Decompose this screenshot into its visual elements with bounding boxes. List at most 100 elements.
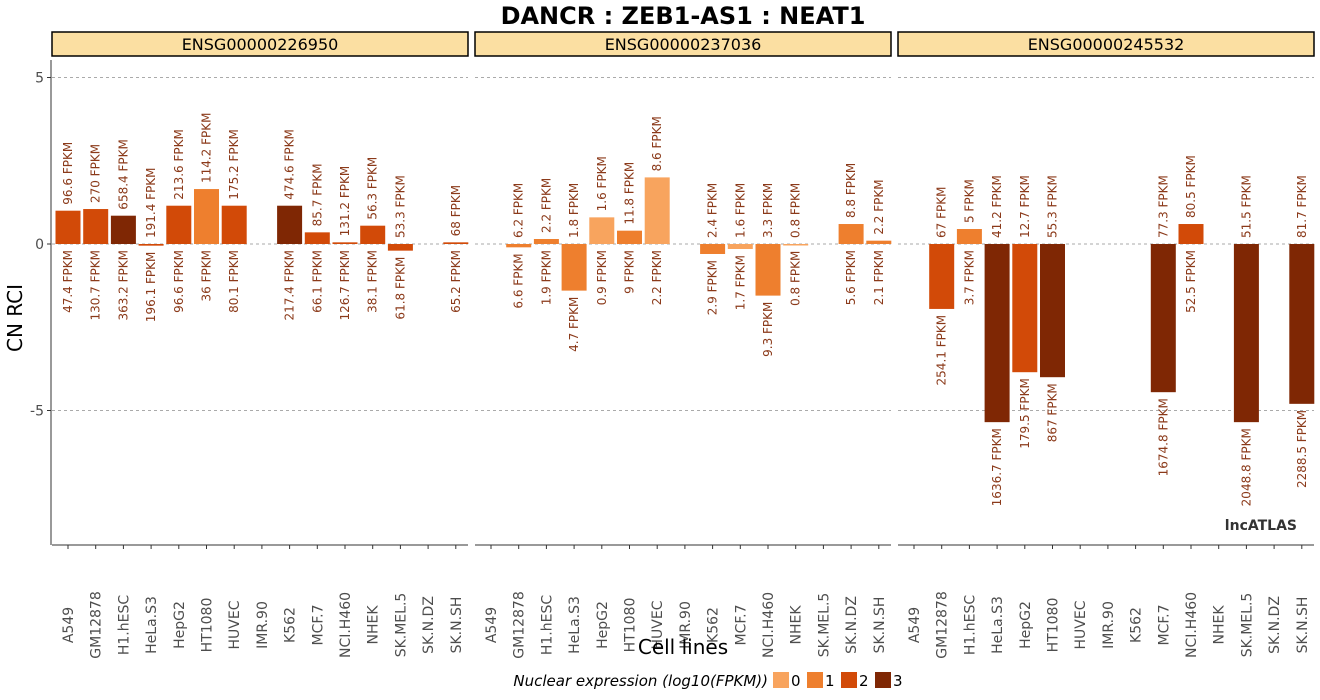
legend: Nuclear expression (log10(FPKM)) 0 1 2 3 [513, 672, 903, 690]
bar-NCI.H460 [332, 242, 358, 244]
bar-HeLa.S3 [561, 244, 587, 291]
cyto-label: 114.2 FPKM [200, 113, 214, 184]
bar-SK.MEL.5 [1233, 244, 1259, 423]
nuc-label: 52.5 FPKM [1184, 250, 1198, 313]
bar-SK.N.SH [866, 240, 892, 244]
nuc-label: 96.6 FPKM [172, 250, 186, 313]
panel-strip [897, 31, 1315, 57]
bar-NCI.H460 [1178, 224, 1204, 244]
panel-strip-label: ENSG00000226950 [182, 35, 339, 54]
cyto-label: 67 FPKM [935, 187, 949, 238]
x-tick-label: A549 [907, 607, 923, 643]
bar-HeLa.S3 [138, 244, 164, 246]
bar-MCF.7 [1150, 244, 1176, 393]
y-tick-label: -5 [30, 404, 44, 420]
cyto-label: 53.3 FPKM [393, 175, 407, 238]
x-tick-label: HUVEC [1073, 600, 1089, 649]
nuc-label: 1674.8 FPKM [1156, 398, 1170, 476]
cyto-label: 11.8 FPKM [623, 162, 637, 225]
nuc-label: 5.6 FPKM [844, 250, 858, 305]
cyto-label: 80.5 FPKM [1184, 155, 1198, 218]
x-tick-label: HepG2 [1018, 601, 1034, 649]
x-tick-label: A549 [484, 607, 500, 643]
bar-GM12878 [83, 209, 109, 244]
cyto-label: 1.6 FPKM [595, 156, 609, 211]
bar-HT1080 [617, 230, 642, 244]
nuc-label: 9 FPKM [623, 250, 637, 294]
cyto-label: 6.2 FPKM [512, 183, 526, 238]
nuc-label: 363.2 FPKM [116, 250, 130, 321]
x-tick-label: HepG2 [595, 601, 611, 649]
bar-HT1080 [1040, 244, 1065, 378]
bar-NHEK [360, 225, 386, 244]
nuc-label: 2288.5 FPKM [1295, 410, 1309, 488]
bar-SK.N.SH [1289, 244, 1315, 404]
bar-SK.MEL.5 [387, 244, 413, 251]
panel: ENSG00000237036 A549 GM12878 H1.hESC HeLa.S3… [474, 31, 892, 659]
x-tick-label: HT1080 [623, 598, 639, 653]
x-tick-label: HeLa.S3 [567, 596, 583, 654]
cyto-label: 1.6 FPKM [733, 183, 747, 238]
nuc-label: 2048.8 FPKM [1239, 428, 1253, 506]
bar-K562 [700, 244, 726, 254]
nuc-label: 47.4 FPKM [61, 250, 75, 313]
nuc-label: 2.2 FPKM [650, 250, 664, 305]
y-tick-label: 5 [35, 71, 44, 87]
panel-strip [51, 31, 469, 57]
nuc-label: 2.9 FPKM [706, 260, 720, 315]
x-tick-label: HeLa.S3 [990, 596, 1006, 654]
nuc-label: 1636.7 FPKM [990, 428, 1004, 506]
x-tick-label: SK.N.SH [449, 597, 465, 654]
legend-label: 0 [791, 672, 801, 690]
nuc-label: 196.1 FPKM [144, 252, 158, 323]
cyto-label: 56.3 FPKM [366, 157, 380, 220]
bar-H1.hESC [956, 229, 982, 244]
cyto-label: 2.2 FPKM [539, 178, 553, 233]
x-tick-label: NHEK [366, 605, 382, 645]
x-tick-label: IMR.90 [1101, 601, 1117, 649]
bar-MCF.7 [727, 244, 753, 249]
x-tick-label: NCI.H460 [761, 592, 777, 658]
x-tick-label: HUVEC [227, 600, 243, 649]
watermark: lncATLAS [1225, 518, 1297, 534]
x-tick-label: SK.MEL.5 [393, 593, 409, 658]
cyto-label: 2.2 FPKM [872, 179, 886, 234]
nuc-label: 38.1 FPKM [366, 250, 380, 313]
bar-HepG2 [589, 217, 615, 244]
bar-HepG2 [166, 205, 192, 244]
nuc-label: 130.7 FPKM [89, 250, 103, 321]
x-tick-label: IMR.90 [255, 601, 271, 649]
x-tick-label: NCI.H460 [338, 592, 354, 658]
x-tick-label: SK.N.SH [1295, 597, 1311, 654]
x-tick-label: GM12878 [512, 591, 528, 658]
legend-swatch [841, 672, 857, 688]
y-axis-label: CN RCI [3, 284, 27, 352]
nuc-label: 0.9 FPKM [595, 250, 609, 305]
cyto-label: 2.4 FPKM [706, 183, 720, 238]
cyto-label: 658.4 FPKM [116, 139, 130, 210]
x-tick-label: A549 [61, 607, 77, 643]
x-tick-label: MCF.7 [310, 604, 326, 645]
cyto-label: 8.6 FPKM [650, 116, 664, 171]
nuc-label: 66.1 FPKM [310, 250, 324, 313]
bar-GM12878 [506, 244, 532, 248]
nuc-label: 3.7 FPKM [962, 250, 976, 305]
nuc-label: 179.5 FPKM [1018, 378, 1032, 449]
bar-HeLa.S3 [984, 244, 1010, 423]
bar-HUVEC [644, 177, 670, 244]
cyto-label: 77.3 FPKM [1156, 175, 1170, 238]
x-tick-label: NHEK [1212, 605, 1228, 645]
x-tick-label: SK.N.DZ [421, 596, 437, 654]
nuc-label: 9.3 FPKM [761, 302, 775, 357]
nuc-label: 867 FPKM [1046, 383, 1060, 442]
cyto-label: 12.7 FPKM [1018, 175, 1032, 238]
nuc-label: 6.6 FPKM [512, 253, 526, 308]
legend-swatch [875, 672, 891, 688]
cyto-label: 0.8 FPKM [789, 183, 803, 238]
bar-HUVEC [221, 205, 247, 244]
nuc-label: 0.8 FPKM [789, 251, 803, 306]
panels: ENSG00000226950 A549 GM12878 H1.hESC HeLa.S3… [51, 31, 1315, 659]
panel: ENSG00000226950 A549 GM12878 H1.hESC HeLa.S3… [51, 31, 469, 659]
legend-title: Nuclear expression (log10(FPKM)) [513, 672, 768, 690]
